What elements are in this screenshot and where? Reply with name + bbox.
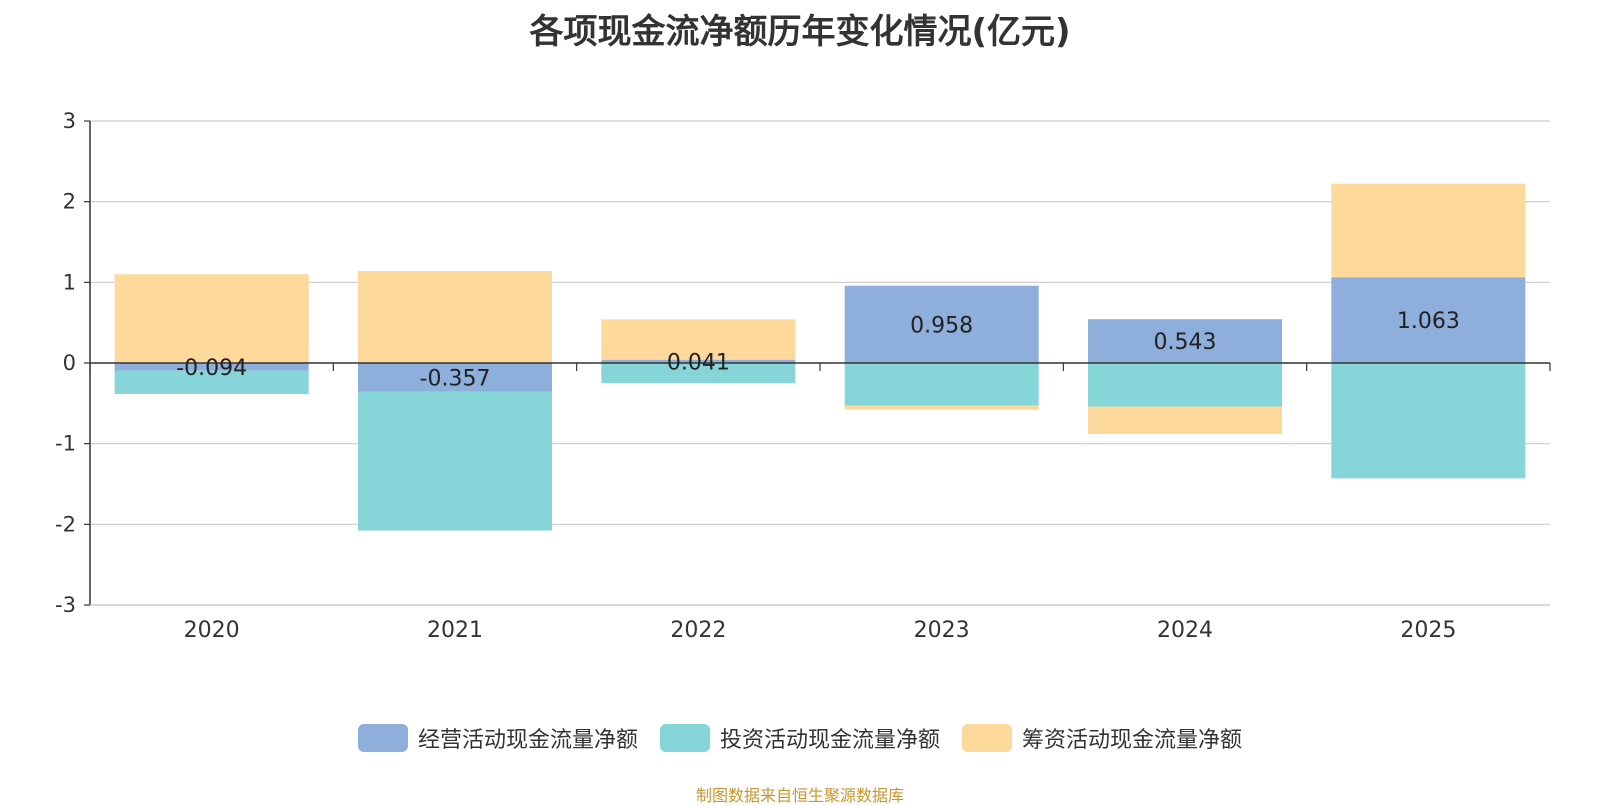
bar-investing-2021 [358,391,552,531]
x-tick-label-2025: 2025 [1400,618,1456,643]
y-tick-label: -2 [55,512,76,536]
legend-label-operating: 经营活动现金流量净额 [417,728,638,753]
bar-operating-2024 [1088,319,1282,363]
legend-swatch-operating [357,724,408,752]
data-label-operating-2025: 1.063 [1397,309,1460,334]
y-tick-label: -1 [55,432,76,456]
bar-financing-2020 [114,274,309,363]
bar-layer [114,183,1526,531]
bar-financing-2023 [844,405,1039,410]
legend-item-operating[interactable]: 经营活动现金流量净额 [357,722,638,754]
y-tick-label: 3 [63,109,76,133]
legend-swatch-investing [659,724,710,752]
chart-title: 各项现金流净额历年变化情况(亿元) [529,12,1071,52]
x-tick-label-2023: 2023 [914,618,970,643]
y-tick-label: -3 [55,593,76,617]
bar-investing-2025 [1331,363,1526,479]
y-tick-label: 2 [63,190,76,214]
source-note: 制图数据来自恒生聚源数据库 [695,786,904,805]
data-label-operating-2023: 0.958 [910,313,973,338]
bar-operating-2020 [114,363,309,371]
bar-investing-2022 [601,363,796,384]
bar-financing-2021 [358,271,552,363]
legend-item-financing[interactable]: 筹资活动现金流量净额 [962,722,1242,754]
legend: 经营活动现金流量净额 投资活动现金流量净额 筹资活动现金流量净额 [0,722,1600,754]
bar-financing-2024 [1088,406,1282,434]
data-label-operating-2021: -0.357 [420,366,491,391]
label-layer: 2020 2021 2022 2023 2024 2025 -0.094 -0.357 0.04… [176,309,1460,643]
bar-investing-2023 [844,363,1039,406]
x-tick-label-2020: 2020 [184,618,240,643]
data-label-operating-2020: -0.094 [176,356,247,381]
bar-financing-2025 [1331,183,1526,278]
x-tick-label-2024: 2024 [1157,618,1213,643]
bar-operating-2021 [358,363,552,392]
y-tick-label: 0 [63,351,76,375]
data-label-operating-2024: 0.543 [1154,330,1217,355]
data-label-operating-2022: 0.041 [667,350,730,375]
x-tick-label-2021: 2021 [427,618,483,643]
x-tick-label-2022: 2022 [670,618,726,643]
bar-investing-2020 [114,370,309,394]
bar-financing-2022 [601,319,796,360]
axis-layer: 3 2 1 0 -1 -2 -3 [55,109,1551,617]
cashflow-chart: 3 2 1 0 -1 -2 -3 2020 2021 2022 2023 2024 2025 -0.09… [55,109,1551,643]
legend-label-financing: 筹资活动现金流量净额 [1022,728,1243,753]
legend-item-investing[interactable]: 投资活动现金流量净额 [659,722,940,754]
legend-label-investing: 投资活动现金流量净额 [719,728,940,753]
y-tick-label: 1 [63,270,76,294]
bar-operating-2023 [844,285,1039,363]
bar-investing-2024 [1088,363,1282,407]
legend-swatch-financing [962,724,1012,752]
bar-operating-2022 [601,359,796,363]
bar-operating-2025 [1331,277,1526,363]
